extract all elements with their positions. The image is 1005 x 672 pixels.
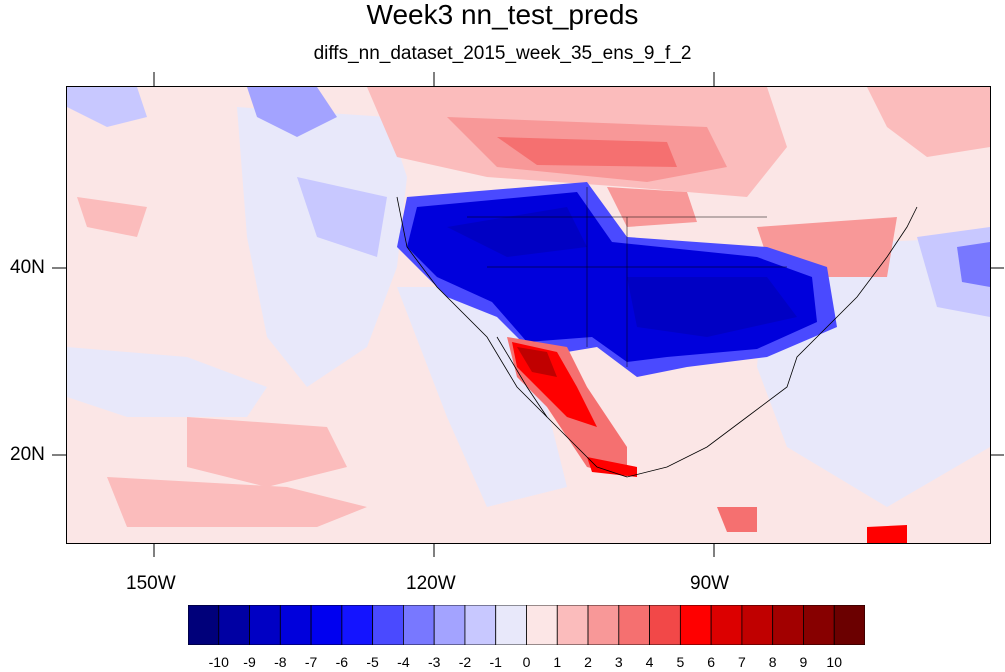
colorbar-swatch — [526, 605, 558, 645]
colorbar-swatch — [403, 605, 435, 645]
colorbar-swatch — [710, 605, 743, 645]
colorbar-label: 9 — [799, 654, 808, 670]
colorbar-swatch — [741, 605, 774, 645]
colorbar-label: 8 — [768, 654, 777, 670]
colorbar-label: 3 — [614, 654, 623, 670]
lon-label-150w: 150W — [126, 573, 176, 594]
colorbar-swatch — [772, 605, 804, 645]
colorbar-label: -6 — [335, 654, 349, 670]
colorbar-label: 1 — [553, 654, 562, 670]
colorbar-swatch — [341, 605, 374, 645]
colorbar-swatch — [310, 605, 343, 645]
colorbar-label: 7 — [738, 654, 746, 670]
colorbar-swatch — [188, 605, 220, 645]
colorbar-swatch — [372, 605, 404, 645]
colorbar-label: 6 — [707, 654, 716, 670]
map-panel — [66, 86, 991, 544]
lat-label-20n: 20N — [10, 444, 45, 465]
colorbar-label: 2 — [584, 654, 592, 670]
colorbar-swatch — [618, 605, 650, 645]
colorbar-label: 5 — [676, 654, 685, 670]
colorbar-label: 4 — [645, 654, 654, 670]
colorbar-swatch — [833, 605, 865, 645]
colorbar-swatch — [249, 605, 281, 645]
colorbar-swatch — [649, 605, 681, 645]
colorbar-label: 0 — [522, 654, 531, 670]
colorbar-swatch — [279, 605, 312, 645]
lon-label-90w: 90W — [690, 573, 730, 594]
map-title: Week3 nn_test_preds — [366, 0, 639, 30]
colorbar-swatch — [433, 605, 466, 645]
colorbar-swatch — [587, 605, 620, 645]
colorbar-label: -10 — [208, 654, 229, 670]
colorbar-label: -1 — [489, 654, 502, 670]
colorbar-label: -9 — [243, 654, 256, 670]
lon-label-120w: 120W — [406, 573, 456, 594]
colorbar — [188, 605, 865, 645]
colorbar-label: -4 — [397, 654, 410, 670]
colorbar-swatch — [556, 605, 589, 645]
colorbar-swatch — [803, 605, 835, 645]
colorbar-label: -7 — [304, 654, 318, 670]
colorbar-label: -5 — [366, 654, 379, 670]
colorbar-swatch — [679, 605, 712, 645]
colorbar-label: 10 — [826, 654, 842, 670]
colorbar-swatch — [218, 605, 250, 645]
colorbar-swatch — [495, 605, 527, 645]
map-subtitle: diffs_nn_dataset_2015_week_35_ens_9_f_2 — [313, 43, 692, 64]
colorbar-label: -2 — [458, 654, 472, 670]
colorbar-label: -8 — [274, 654, 287, 670]
anomaly-field — [67, 87, 990, 543]
lat-label-40n: 40N — [10, 257, 45, 278]
colorbar-swatch — [464, 605, 497, 645]
colorbar-label: -3 — [427, 654, 441, 670]
